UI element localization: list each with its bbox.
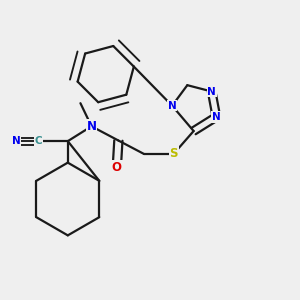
Text: N: N: [212, 112, 221, 122]
Text: N: N: [86, 120, 97, 133]
Text: S: S: [169, 147, 178, 160]
Text: N: N: [207, 86, 216, 97]
Text: C: C: [35, 136, 43, 146]
Text: O: O: [112, 161, 122, 174]
Text: N: N: [12, 136, 21, 146]
Text: N: N: [168, 101, 176, 111]
